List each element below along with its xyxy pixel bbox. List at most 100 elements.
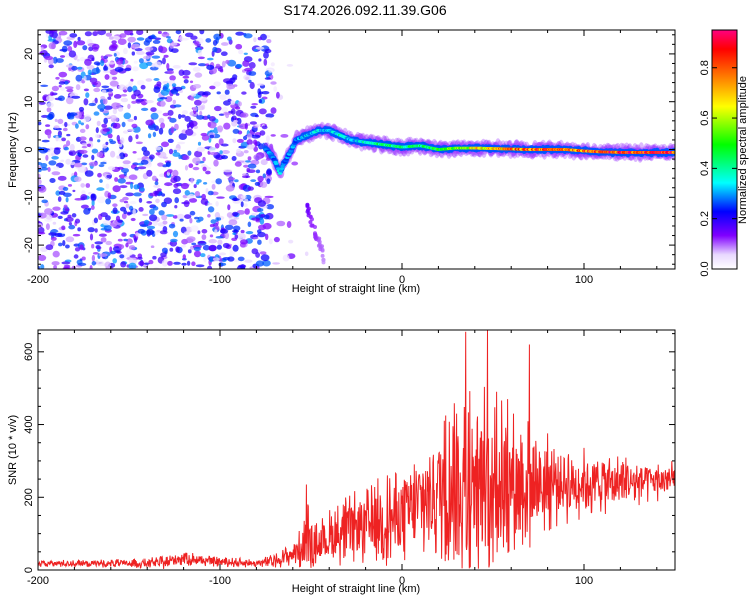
noise-blob: [213, 159, 219, 167]
noise-blob: [57, 175, 67, 181]
noise-blob: [243, 203, 248, 208]
noise-blob: [207, 190, 214, 196]
noise-blob: [157, 162, 164, 167]
noise-blob: [68, 222, 72, 226]
spectrogram-y-axis-label: Frequency (Hz): [7, 112, 19, 188]
noise-blob: [219, 69, 224, 73]
noise-blob: [121, 232, 127, 237]
noise-blob: [107, 96, 112, 100]
noise-blob: [136, 30, 144, 36]
noise-blob: [85, 92, 90, 98]
noise-blob: [178, 133, 187, 140]
noise-blob: [100, 237, 107, 243]
noise-blob: [136, 37, 145, 41]
noise-blob: [88, 192, 93, 195]
noise-blob: [163, 54, 169, 58]
noise-blob: [94, 97, 98, 104]
noise-blob: [57, 215, 63, 219]
noise-blob: [78, 106, 85, 112]
noise-blob: [220, 143, 229, 147]
noise-blob: [102, 220, 112, 226]
noise-blob: [80, 122, 85, 126]
noise-blob: [273, 86, 278, 92]
noise-blob: [197, 105, 204, 111]
noise-blob: [237, 101, 242, 107]
noise-blob: [120, 94, 128, 97]
noise-blob: [119, 152, 126, 160]
secondary-branch-blob: [321, 257, 326, 262]
noise-blob: [66, 97, 74, 105]
noise-blob: [196, 219, 201, 223]
noise-blob: [95, 127, 99, 134]
snr-x-axis-label: Height of straight line (km): [292, 583, 420, 595]
noise-blob: [147, 133, 152, 139]
noise-blob: [127, 212, 133, 215]
noise-blob: [143, 40, 150, 46]
noise-blob: [71, 265, 77, 269]
noise-blob: [168, 148, 174, 155]
noise-blob: [83, 98, 89, 106]
noise-blob: [72, 189, 76, 193]
noise-blob: [52, 250, 60, 258]
noise-blob: [197, 241, 206, 244]
noise-blob: [240, 112, 249, 118]
noise-blob: [282, 254, 290, 262]
noise-blob: [255, 218, 260, 221]
noise-blob: [133, 115, 137, 121]
noise-blob: [77, 165, 87, 173]
noise-blob: [58, 242, 63, 247]
noise-blob: [218, 113, 225, 116]
secondary-branch-blob: [305, 202, 310, 207]
noise-blob: [253, 146, 258, 152]
noise-blob: [91, 154, 95, 161]
noise-blob: [167, 138, 174, 143]
noise-blob: [184, 190, 190, 196]
noise-blob: [91, 67, 101, 75]
noise-blob: [68, 50, 77, 58]
noise-blob: [59, 87, 66, 91]
noise-blob: [210, 219, 217, 224]
noise-blob: [105, 54, 113, 57]
noise-blob: [161, 31, 170, 38]
noise-blob: [91, 261, 97, 266]
noise-blob: [131, 51, 135, 56]
noise-blob: [236, 148, 242, 154]
noise-blob: [219, 94, 228, 100]
noise-blob: [235, 31, 245, 36]
noise-blob: [257, 83, 265, 86]
noise-blob: [233, 120, 239, 123]
noise-blob: [61, 225, 66, 231]
noise-blob: [52, 206, 61, 211]
noise-blob: [125, 192, 134, 197]
noise-blob: [79, 128, 86, 133]
secondary-branch-blob: [305, 209, 310, 214]
noise-blob: [184, 165, 189, 171]
noise-blob: [122, 164, 131, 169]
noise-blob: [91, 43, 100, 50]
noise-blob: [75, 84, 81, 91]
noise-blob: [109, 80, 119, 87]
noise-blob: [190, 93, 197, 97]
noise-blob: [77, 227, 82, 232]
noise-blob: [227, 36, 232, 41]
x-tick-label: 100: [575, 575, 593, 587]
noise-blob: [152, 255, 157, 260]
snr-series-line: [38, 330, 675, 570]
noise-blob: [257, 175, 264, 182]
noise-blob: [181, 37, 189, 41]
noise-blob: [166, 63, 170, 70]
noise-blob: [206, 64, 215, 70]
noise-blob: [270, 62, 275, 67]
noise-blob: [38, 173, 41, 178]
noise-blob: [90, 193, 97, 201]
noise-blob: [71, 65, 78, 71]
noise-blob: [93, 111, 100, 116]
ridge-core: [276, 167, 281, 171]
colorbar-tick-label: 0.4: [699, 161, 711, 176]
noise-blob: [255, 46, 265, 50]
noise-blob: [216, 196, 225, 199]
noise-blob: [237, 256, 245, 262]
noise-blob: [60, 211, 69, 215]
noise-blob: [195, 181, 200, 185]
noise-blob: [126, 238, 133, 245]
